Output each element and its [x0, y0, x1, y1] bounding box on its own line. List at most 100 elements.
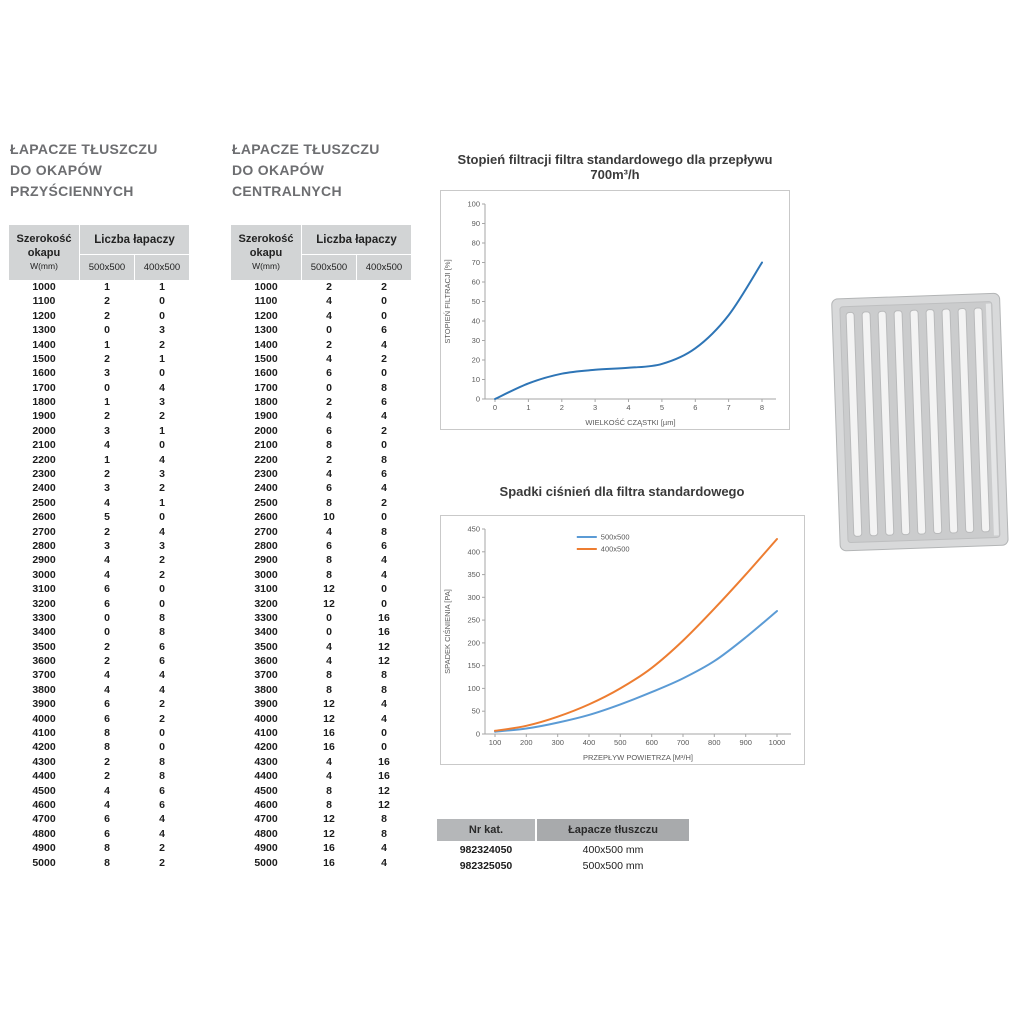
- row-value-cell: 12: [323, 597, 335, 610]
- row-value-cell: 0: [104, 611, 110, 624]
- row-key-cell: 2800: [32, 539, 56, 552]
- row-value-cell: 0: [159, 741, 165, 754]
- row-value-cell: 12: [323, 827, 335, 840]
- row-key-cell: 2700: [254, 525, 278, 538]
- row-value-cell: 2: [104, 295, 110, 308]
- series-500x500: [494, 610, 778, 733]
- table-row: 4600 8 12: [231, 798, 411, 812]
- wall-hoods-title: ŁAPACZE TŁUSZCZU DO OKAPÓW PRZYŚCIENNYCH: [10, 139, 220, 202]
- row-value-cell: 4: [326, 770, 332, 783]
- table-row: 3700 4 4: [9, 669, 189, 683]
- row-key-cell: 4800: [32, 827, 56, 840]
- row-key-cell: 4000: [254, 712, 278, 725]
- row-value-cell: 0: [159, 439, 165, 452]
- size-col-500x500: 500x500: [302, 255, 356, 280]
- row-key-cell: 2400: [32, 482, 56, 495]
- table-row: 1400 2 4: [231, 338, 411, 352]
- table-row: 2400 3 2: [9, 481, 189, 495]
- row-value-cell: 400x500 mm: [537, 842, 689, 857]
- row-value-cell: 4: [104, 669, 110, 682]
- row-value-cell: 1: [159, 424, 165, 437]
- filter-slat: [925, 309, 943, 535]
- x-tick-label: 200: [520, 738, 533, 747]
- table-row: 1800 1 3: [9, 395, 189, 409]
- y-tick-label: 40: [472, 317, 480, 326]
- x-tick-label: 600: [645, 738, 658, 747]
- table-row: 2200 2 8: [231, 453, 411, 467]
- row-key-cell: 1800: [32, 396, 56, 409]
- row-value-cell: 12: [323, 698, 335, 711]
- x-axis-title: PRZEPŁYW POWIETRZA [M³/H]: [583, 753, 693, 762]
- table-row: 1400 1 2: [9, 338, 189, 352]
- y-tick-label: 20: [472, 356, 480, 365]
- row-value-cell: 4: [159, 381, 165, 394]
- table-row: 2500 4 1: [9, 496, 189, 510]
- y-tick-label: 450: [467, 525, 480, 534]
- row-key-cell: 2700: [32, 525, 56, 538]
- row-key-cell: 4700: [32, 813, 56, 826]
- row-key-cell: 2500: [254, 496, 278, 509]
- row-value-cell: 0: [104, 626, 110, 639]
- row-key-cell: 3700: [32, 669, 56, 682]
- row-key-cell: 3900: [32, 698, 56, 711]
- size-col-400x500: 400x500: [357, 255, 411, 280]
- row-value-cell: 1: [159, 352, 165, 365]
- row-value-cell: 2: [104, 352, 110, 365]
- row-value-cell: 0: [159, 583, 165, 596]
- table-row: 4400 2 8: [9, 769, 189, 783]
- table-row: 4200 8 0: [9, 741, 189, 755]
- row-key-cell: 2100: [254, 439, 278, 452]
- row-value-cell: 1: [104, 453, 110, 466]
- table-row: 1100 4 0: [231, 294, 411, 308]
- row-value-cell: 3: [159, 539, 165, 552]
- filter-slat: [877, 310, 895, 536]
- table-row: 3400 0 16: [231, 625, 411, 639]
- row-value-cell: 2: [159, 338, 165, 351]
- hood-width-header: Szerokość okapu W(mm): [9, 225, 79, 280]
- row-key-cell: 4800: [254, 827, 278, 840]
- row-value-cell: 8: [381, 525, 387, 538]
- row-key-cell: 3600: [254, 655, 278, 668]
- table-row: 2000 3 1: [9, 424, 189, 438]
- row-key-cell: 1400: [254, 338, 278, 351]
- table-row: 4100 16 0: [231, 726, 411, 740]
- wall-hoods-table: Szerokość okapu W(mm) Liczba łapaczy 500…: [8, 225, 190, 870]
- legend-label: 500x500: [601, 533, 630, 542]
- y-tick-label: 90: [472, 219, 480, 228]
- row-value-cell: 500x500 mm: [537, 858, 689, 873]
- filter-slat: [909, 309, 927, 535]
- y-tick-label: 150: [467, 661, 480, 670]
- row-value-cell: 0: [326, 626, 332, 639]
- row-value-cell: 4: [159, 813, 165, 826]
- row-value-cell: 4: [104, 799, 110, 811]
- row-key-cell: 4500: [254, 784, 278, 797]
- row-value-cell: 6: [159, 799, 165, 811]
- row-value-cell: 0: [104, 381, 110, 394]
- x-tick-label: 5: [660, 403, 664, 412]
- row-value-cell: 6: [381, 468, 387, 481]
- y-axis-title: SPADEK CIŚNIENIA [PA]: [443, 589, 452, 674]
- row-value-cell: 4: [326, 410, 332, 423]
- table-row: 982325050 500x500 mm: [437, 858, 689, 873]
- table-row: 4700 12 8: [231, 812, 411, 826]
- series-400x500: [494, 538, 778, 732]
- row-value-cell: 0: [381, 367, 387, 380]
- row-value-cell: 8: [104, 856, 110, 869]
- title-line: DO OKAPÓW: [10, 162, 103, 178]
- row-value-cell: 4: [104, 554, 110, 567]
- row-key-cell: 3200: [32, 597, 56, 610]
- row-value-cell: 2: [104, 410, 110, 423]
- row-key-cell: 2300: [254, 468, 278, 481]
- table-row: 4800 12 8: [231, 827, 411, 841]
- row-value-cell: 2: [159, 482, 165, 495]
- row-value-cell: 8: [326, 554, 332, 567]
- central-hoods-table: Szerokość okapu W(mm) Liczba łapaczy 500…: [230, 225, 412, 870]
- row-value-cell: 8: [326, 669, 332, 682]
- row-key-cell: 2100: [32, 439, 56, 452]
- title-line: ŁAPACZE TŁUSZCZU: [10, 141, 158, 157]
- table-row: 4800 6 4: [9, 827, 189, 841]
- filtration-chart: 0 10 20 30 40 50 60 70 80 90 100 0 1 2 3 4 5 6 7 8 WIELKOŚĆ …: [440, 190, 790, 430]
- row-value-cell: 0: [381, 439, 387, 452]
- row-value-cell: 16: [378, 755, 390, 768]
- row-key-cell: 3300: [254, 611, 278, 624]
